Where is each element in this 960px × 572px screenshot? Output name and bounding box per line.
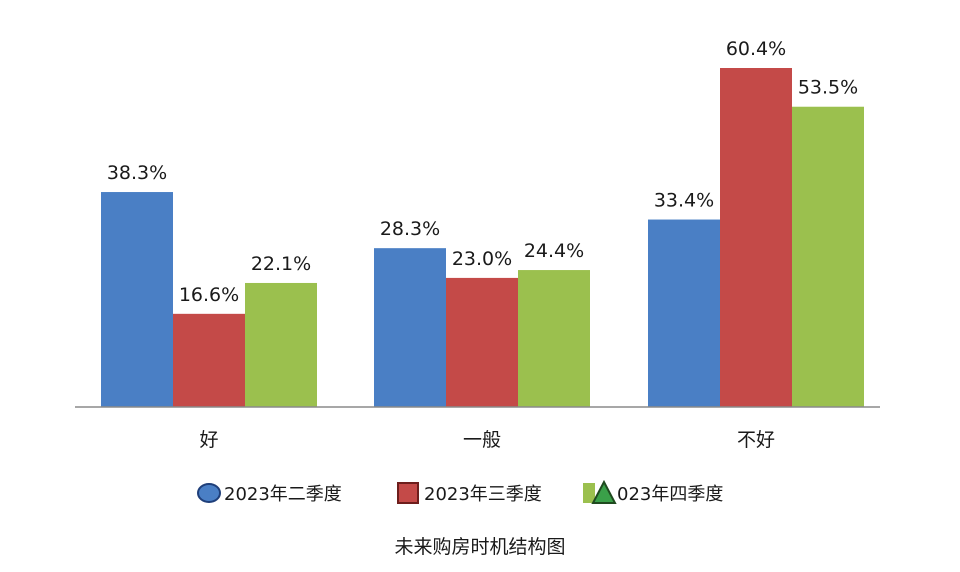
bar-1-1 [101, 192, 173, 407]
bars [101, 68, 864, 408]
bar-3-2 [720, 68, 792, 407]
data-label-3-3: 53.5% [798, 77, 858, 99]
bar-2-1 [374, 248, 446, 407]
data-label-1-1: 38.3% [107, 162, 167, 184]
legend-marker-2 [397, 482, 419, 504]
legend-label-3: 023年四季度 [617, 484, 723, 505]
legend-marker-1 [197, 483, 221, 503]
data-label-2-2: 23.0% [452, 248, 512, 270]
legend-marker-3 [591, 479, 617, 504]
data-label-1-3: 22.1% [251, 253, 311, 275]
legend-label-2: 2023年三季度 [424, 484, 542, 505]
bar-3-3 [792, 106, 864, 408]
category-label-1: 好 [199, 429, 218, 451]
data-label-1-2: 16.6% [179, 284, 239, 306]
bar-3-1 [648, 219, 720, 407]
data-label-3-1: 33.4% [654, 190, 714, 212]
value-labels: 38.3% 16.6% 22.1% 28.3% 23.0% 24.4% 33.4% 60.4%… [107, 38, 858, 306]
legend: 2023年二季度 2023年三季度 023年四季度 [197, 479, 723, 505]
data-label-3-2: 60.4% [726, 38, 786, 60]
bar-2-3 [518, 270, 590, 407]
bar-1-2 [173, 313, 245, 407]
data-label-2-1: 28.3% [380, 218, 440, 240]
data-label-2-3: 24.4% [524, 240, 584, 262]
category-label-3: 不好 [737, 429, 775, 451]
chart-caption: 未来购房时机结构图 [394, 536, 565, 558]
category-labels: 好 一般 不好 [199, 429, 775, 451]
bar-2-2 [446, 277, 518, 407]
legend-marker-patch [583, 483, 595, 503]
legend-label-1: 2023年二季度 [224, 484, 342, 505]
bar-1-3 [245, 282, 317, 407]
category-label-2: 一般 [463, 429, 501, 451]
